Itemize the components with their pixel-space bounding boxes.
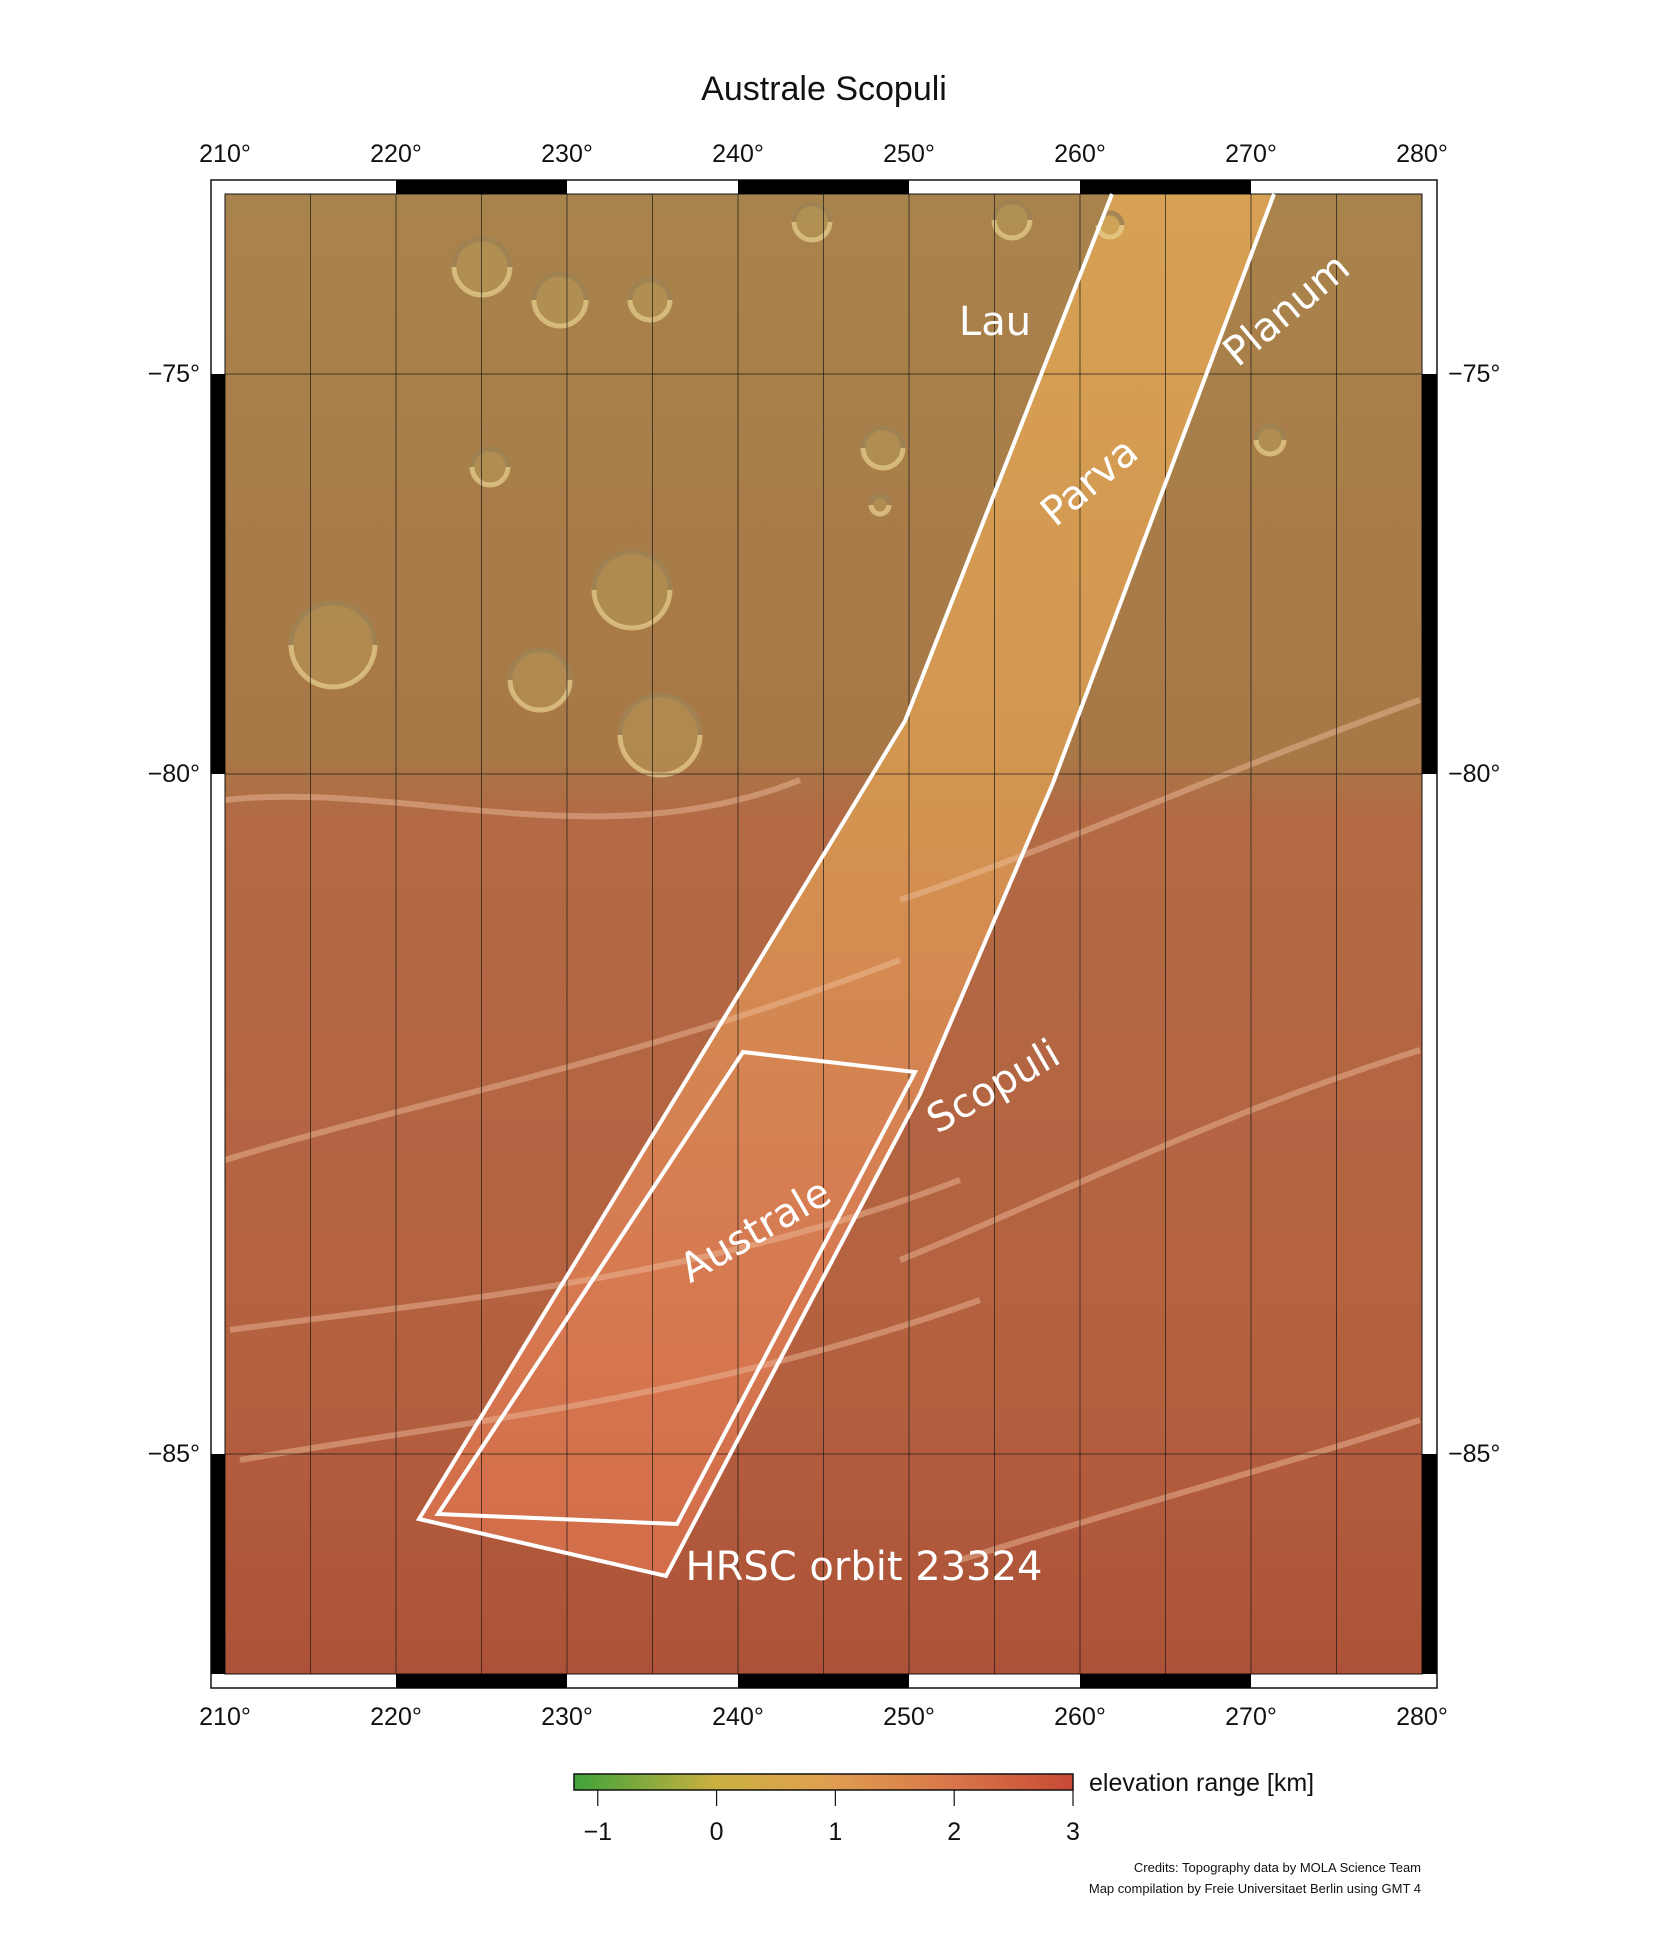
longitude-label: 210°: [199, 140, 251, 168]
colorbar: −1 0 1 2 3 elevation range [km]: [573, 1769, 1314, 1846]
frame-scale-bar: [211, 1454, 225, 1674]
latitude-label: −80°: [148, 760, 200, 788]
frame-scale-bar: [1422, 1454, 1437, 1674]
colorbar-label: elevation range [km]: [1089, 1769, 1314, 1797]
longitude-label: 280°: [1396, 140, 1448, 168]
frame-scale-bar: [396, 180, 567, 194]
frame-scale-bar: [1080, 180, 1251, 194]
frame-scale-bar: [1422, 374, 1437, 774]
terrain-ridge: [959, 1417, 1421, 1563]
label-lau: Lau: [959, 299, 1031, 345]
frame-scale-bar: [738, 180, 909, 194]
colorbar-tick-label: 2: [947, 1818, 961, 1846]
colorbar-tick-label: 1: [828, 1818, 842, 1846]
frame-scale-bar: [396, 1674, 567, 1688]
longitude-label: 270°: [1225, 140, 1277, 168]
longitude-label: 240°: [712, 1703, 764, 1731]
terrain-ridge: [225, 777, 802, 820]
longitude-label: 250°: [883, 140, 935, 168]
topography-map: [225, 194, 1422, 1674]
longitude-label: 260°: [1054, 1703, 1106, 1731]
longitude-label: 240°: [712, 140, 764, 168]
longitude-label: 210°: [199, 1703, 251, 1731]
credits-line-2: Map compilation by Freie Universitaet Be…: [1089, 1881, 1421, 1896]
longitude-label: 220°: [370, 1703, 422, 1731]
orbit-strip-outline: [415, 193, 1276, 1579]
longitude-label: 260°: [1054, 140, 1106, 168]
latitude-label: −85°: [1448, 1440, 1500, 1468]
longitude-label: 220°: [370, 140, 422, 168]
image-footprint-outline: [434, 1049, 919, 1527]
longitude-label: 270°: [1225, 1703, 1277, 1731]
latitude-label: −85°: [148, 1440, 200, 1468]
frame-scale-bar: [738, 1674, 909, 1688]
colorbar-tick-label: 0: [710, 1818, 724, 1846]
map-title: Australe Scopuli: [701, 70, 947, 108]
terrain-ridge: [229, 1177, 962, 1333]
credits-line-1: Credits: Topography data by MOLA Science…: [1134, 1860, 1421, 1875]
frame-scale-bar: [211, 374, 225, 774]
label-hrsc-orbit: HRSC orbit 23324: [686, 1544, 1043, 1590]
terrain-ridge: [898, 1047, 1421, 1263]
colorbar-tick-label: −1: [584, 1818, 613, 1846]
colorbar-tick-label: 3: [1066, 1818, 1080, 1846]
frame-scale-bar: [1080, 1674, 1251, 1688]
longitude-label: 230°: [541, 140, 593, 168]
latitude-label: −75°: [148, 360, 200, 388]
terrain-ridge: [239, 1297, 982, 1463]
terrain-ridge: [225, 957, 902, 1163]
terrain-ridge: [899, 697, 1422, 903]
latitude-label: −75°: [1448, 360, 1500, 388]
hrsc-footprint: [415, 193, 1276, 1579]
longitude-label: 250°: [883, 1703, 935, 1731]
colorbar-gradient: [573, 1773, 1074, 1791]
longitude-label: 230°: [541, 1703, 593, 1731]
latitude-label: −80°: [1448, 760, 1500, 788]
longitude-label: 280°: [1396, 1703, 1448, 1731]
map-frame: [210, 179, 1438, 1689]
